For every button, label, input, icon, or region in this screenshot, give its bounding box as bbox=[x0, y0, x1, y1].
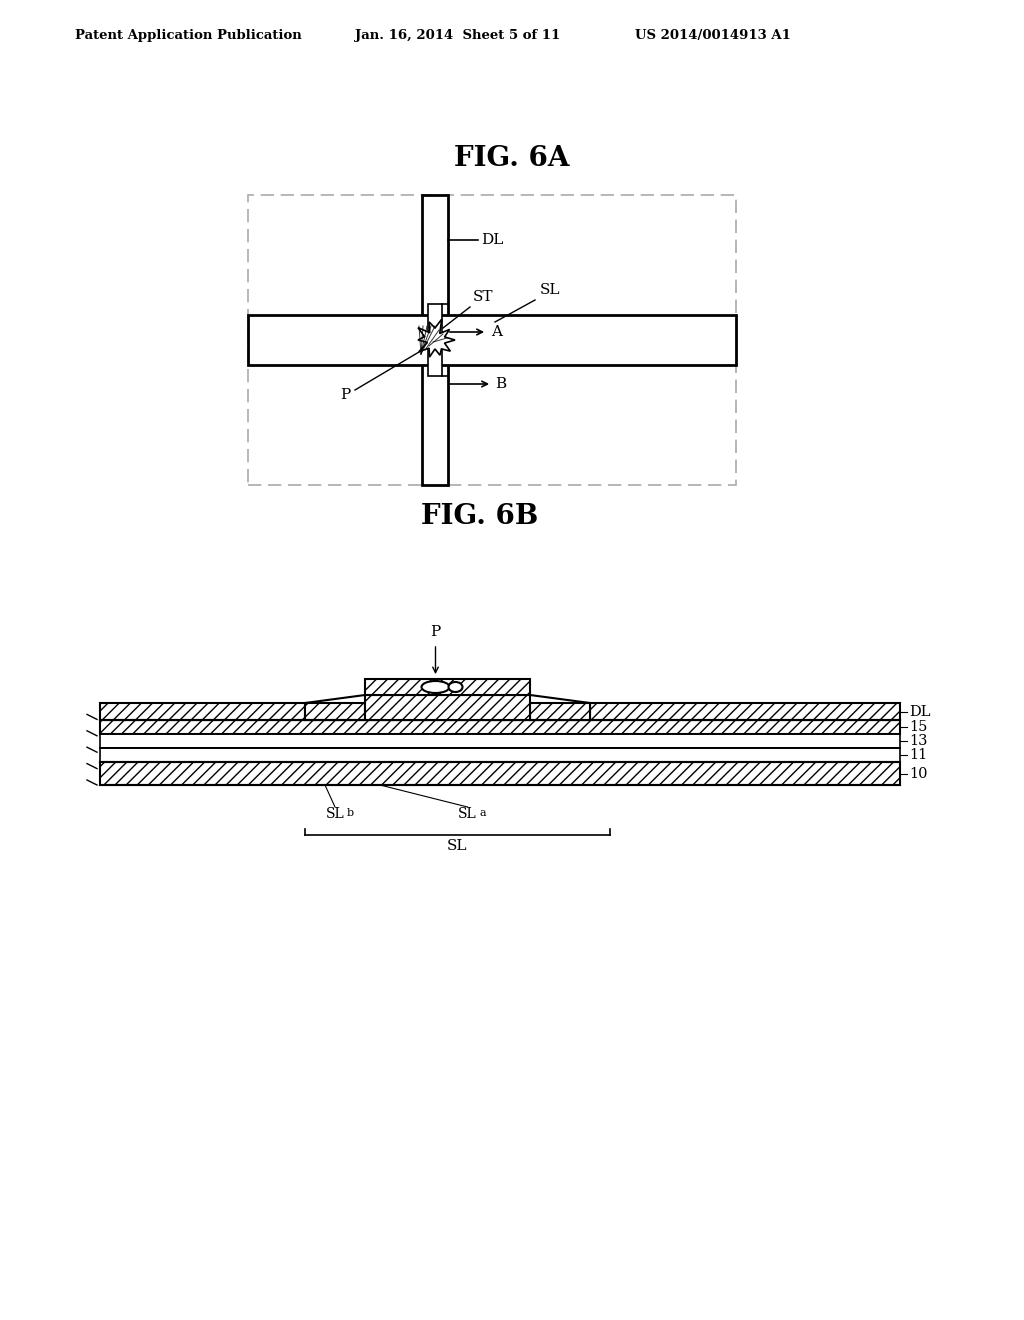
Bar bbox=[100, 719, 900, 734]
Bar bbox=[530, 704, 590, 719]
Text: FIG. 6B: FIG. 6B bbox=[421, 503, 539, 531]
Text: DL: DL bbox=[481, 234, 504, 247]
Text: DL: DL bbox=[909, 705, 931, 718]
Polygon shape bbox=[418, 319, 455, 358]
Text: Jan. 16, 2014  Sheet 5 of 11: Jan. 16, 2014 Sheet 5 of 11 bbox=[355, 29, 560, 41]
Text: P: P bbox=[430, 624, 440, 639]
Text: US 2014/0014913 A1: US 2014/0014913 A1 bbox=[635, 29, 791, 41]
Text: 11: 11 bbox=[909, 748, 928, 762]
Text: Patent Application Publication: Patent Application Publication bbox=[75, 29, 302, 41]
Text: B: B bbox=[495, 378, 506, 391]
Text: SL: SL bbox=[458, 807, 477, 821]
Text: ST: ST bbox=[473, 290, 494, 304]
Ellipse shape bbox=[422, 681, 450, 693]
Bar bbox=[248, 195, 736, 484]
Bar bbox=[365, 678, 530, 696]
Bar bbox=[100, 704, 305, 719]
Text: FIG. 6A: FIG. 6A bbox=[455, 145, 569, 172]
Bar bbox=[100, 748, 900, 762]
Text: A: A bbox=[490, 325, 502, 339]
Text: SL: SL bbox=[447, 840, 468, 853]
Bar bbox=[248, 315, 736, 366]
Text: P: P bbox=[340, 388, 350, 403]
Text: 10: 10 bbox=[909, 767, 928, 780]
Ellipse shape bbox=[449, 682, 463, 692]
Text: 13: 13 bbox=[909, 734, 928, 748]
Bar bbox=[100, 734, 900, 748]
Text: a: a bbox=[479, 808, 486, 818]
Bar bbox=[305, 704, 365, 719]
Text: b: b bbox=[347, 808, 354, 818]
Bar bbox=[100, 762, 900, 785]
Text: SL: SL bbox=[326, 807, 344, 821]
Bar bbox=[365, 696, 530, 719]
Bar bbox=[422, 195, 449, 484]
Bar bbox=[590, 704, 900, 719]
Text: 15: 15 bbox=[909, 719, 928, 734]
Bar bbox=[428, 304, 442, 376]
Text: SL: SL bbox=[540, 282, 560, 297]
